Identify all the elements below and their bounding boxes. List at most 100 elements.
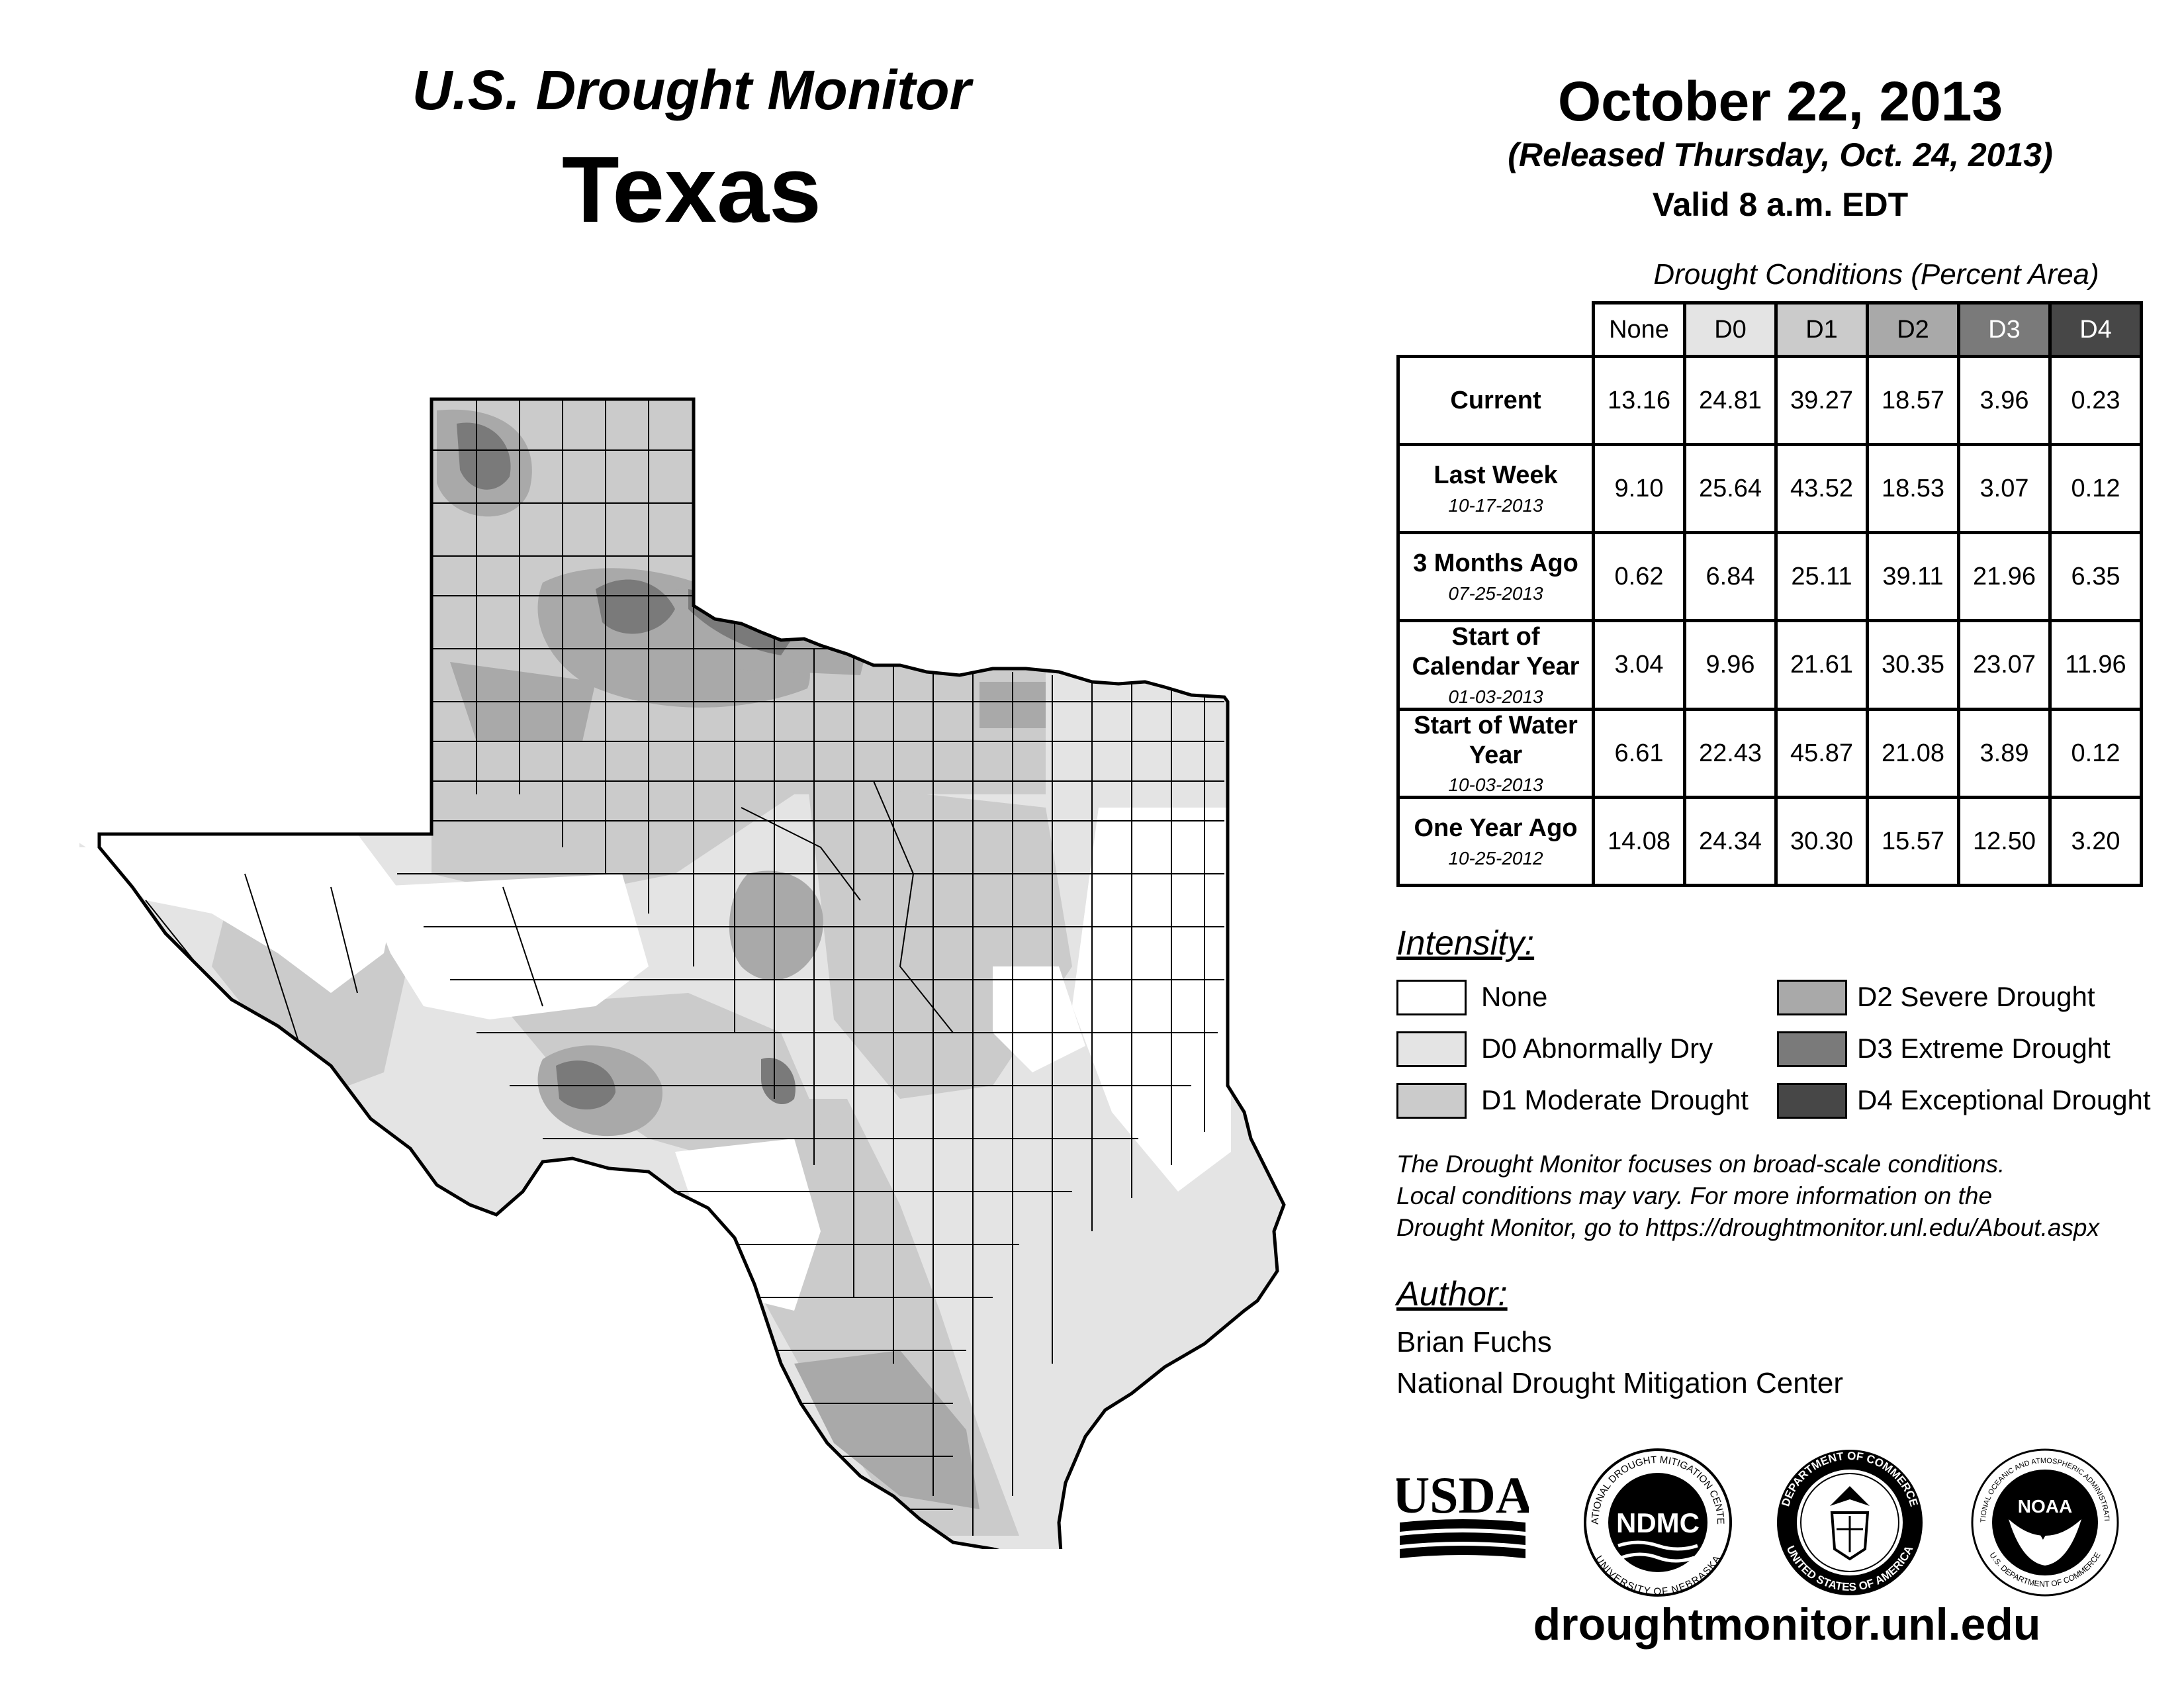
table-cell: 23.07 [1957,619,2052,711]
legend-swatch-d3 [1777,1031,1847,1067]
usda-logo: USDA [1396,1466,1529,1558]
table-cell: 30.30 [1774,796,1869,888]
ndmc-logo: NDMC NATIONAL DROUGHT MITIGATION CENTER … [1582,1446,1732,1597]
ndmc-logo-text: NDMC [1616,1507,1700,1538]
table-cell: 21.08 [1866,707,1960,800]
row-label: Start of Calendar Year 01-03-2013 [1396,619,1595,711]
table-cell: 9.10 [1592,443,1686,534]
release-date: (Released Thursday, Oct. 24, 2013) [1508,136,2053,173]
row-date: 10-25-2012 [1448,848,1543,869]
noaa-logo-text: NOAA [2018,1496,2072,1517]
table-cell: 0.12 [2048,443,2143,534]
legend-label-d3: D3 Extreme Drought [1857,1033,2111,1064]
table-row: Start of Calendar Year 01-03-2013 3.04 9.… [1396,619,2143,711]
table-cell: 21.96 [1957,531,2052,622]
legend-label-d0: D0 Abnormally Dry [1481,1033,1713,1064]
note-line: Local conditions may vary. For more info… [1396,1182,1993,1209]
table-corner [1398,303,1594,357]
table-cell: 9.96 [1683,619,1778,711]
row-date: 10-17-2013 [1448,494,1543,516]
note-line: The Drought Monitor focuses on broad-sca… [1396,1150,2005,1178]
table-cell: 43.52 [1774,443,1869,534]
row-date: 10-03-2013 [1448,774,1543,796]
table-cell: 25.11 [1774,531,1869,622]
row-label: Start of Water Year 10-03-2013 [1396,707,1595,800]
table-cell: 45.87 [1774,707,1869,800]
legend-label-none: None [1481,981,1548,1012]
table-cell: 13.16 [1592,355,1686,446]
row-name: Start of Calendar Year [1412,623,1580,680]
table-cell: 18.53 [1866,443,1960,534]
table-cell: 39.11 [1866,531,1960,622]
table-row: Last Week 10-17-2013 9.10 25.64 43.52 18.… [1396,443,2143,534]
legend-swatch-d4 [1777,1083,1847,1119]
valid-time: Valid 8 a.m. EDT [1652,186,1909,223]
table-cell: 15.57 [1866,796,1960,888]
state-title: Texas [561,137,822,242]
table-cell: 30.35 [1866,619,1960,711]
map-title: U.S. Drought Monitor [412,59,972,121]
table-cell: 0.62 [1592,531,1686,622]
row-name: Last Week [1433,461,1558,490]
legend-swatch-d2 [1777,980,1847,1015]
table-row: One Year Ago 10-25-2012 14.08 24.34 30.30… [1396,796,2143,888]
table-cell: 18.57 [1866,355,1960,446]
noaa-logo: NOAA NATIONAL OCEANIC AND ATMOSPHERIC AD… [1969,1446,2119,1597]
table-cell: 3.96 [1957,355,2052,446]
row-date: 01-03-2013 [1448,686,1543,707]
note-line: Drought Monitor, go to https://droughtmo… [1396,1214,2099,1241]
table-cell: 0.23 [2048,355,2143,446]
col-header-d1: D1 [1774,301,1869,358]
commerce-seal-logo: DEPARTMENT OF COMMERCE UNITED STATES OF … [1777,1450,1923,1595]
row-label: One Year Ago 10-25-2012 [1396,796,1595,888]
legend-label-d2: D2 Severe Drought [1857,981,2095,1012]
disclaimer-note: The Drought Monitor focuses on broad-sca… [1396,1149,2171,1244]
table-cell: 6.84 [1683,531,1778,622]
table-caption: Drought Conditions (Percent Area) [1653,258,2099,291]
table-cell: 21.61 [1774,619,1869,711]
author-name: Brian Fuchs [1396,1326,1552,1358]
table-cell: 24.34 [1683,796,1778,888]
table-cell: 39.27 [1774,355,1869,446]
table-row: 3 Months Ago 07-25-2013 0.62 6.84 25.11 3… [1396,531,2143,622]
col-header-d2: D2 [1866,301,1960,358]
texas-drought-map [79,397,1286,1549]
table-cell: 3.04 [1592,619,1686,711]
author-org: National Drought Mitigation Center [1396,1367,1844,1399]
row-date: 07-25-2013 [1448,583,1543,604]
legend-label-d1: D1 Moderate Drought [1481,1084,1749,1115]
row-name: One Year Ago [1414,814,1578,843]
legend-swatch-d1 [1396,1083,1467,1119]
table-cell: 3.89 [1957,707,2052,800]
drought-conditions-table: None D0 D1 D2 D3 D4 Current 13.16 24.81 … [1396,301,2143,888]
row-label: 3 Months Ago 07-25-2013 [1396,531,1595,622]
row-name: Start of Water Year [1414,711,1578,769]
row-name: 3 Months Ago [1413,549,1578,578]
legend-swatch-d0 [1396,1031,1467,1067]
col-header-d0: D0 [1683,301,1778,358]
table-cell: 14.08 [1592,796,1686,888]
table-cell: 11.96 [2048,619,2143,711]
table-row: Current 13.16 24.81 39.27 18.57 3.96 0.2… [1396,355,2143,446]
row-label: Current [1396,355,1595,446]
table-row: Start of Water Year 10-03-2013 6.61 22.43… [1396,707,2143,800]
website-link[interactable]: droughtmonitor.unl.edu [1533,1599,2041,1650]
legend-swatch-none [1396,980,1467,1015]
usda-logo-text: USDA [1396,1466,1529,1524]
col-header-d4: D4 [2048,301,2143,358]
author-title: Author: [1396,1275,1508,1313]
table-cell: 3.07 [1957,443,2052,534]
legend-label-d4: D4 Exceptional Drought [1857,1084,2151,1115]
legend-title: Intensity: [1396,924,1535,962]
table-cell: 6.61 [1592,707,1686,800]
col-header-none: None [1592,301,1686,358]
table-cell: 3.20 [2048,796,2143,888]
row-label: Last Week 10-17-2013 [1396,443,1595,534]
table-cell: 24.81 [1683,355,1778,446]
table-header-row: None D0 D1 D2 D3 D4 [1398,301,2143,358]
map-date: October 22, 2013 [1557,70,2003,132]
row-name: Current [1450,386,1541,414]
table-cell: 12.50 [1957,796,2052,888]
table-cell: 25.64 [1683,443,1778,534]
table-cell: 0.12 [2048,707,2143,800]
